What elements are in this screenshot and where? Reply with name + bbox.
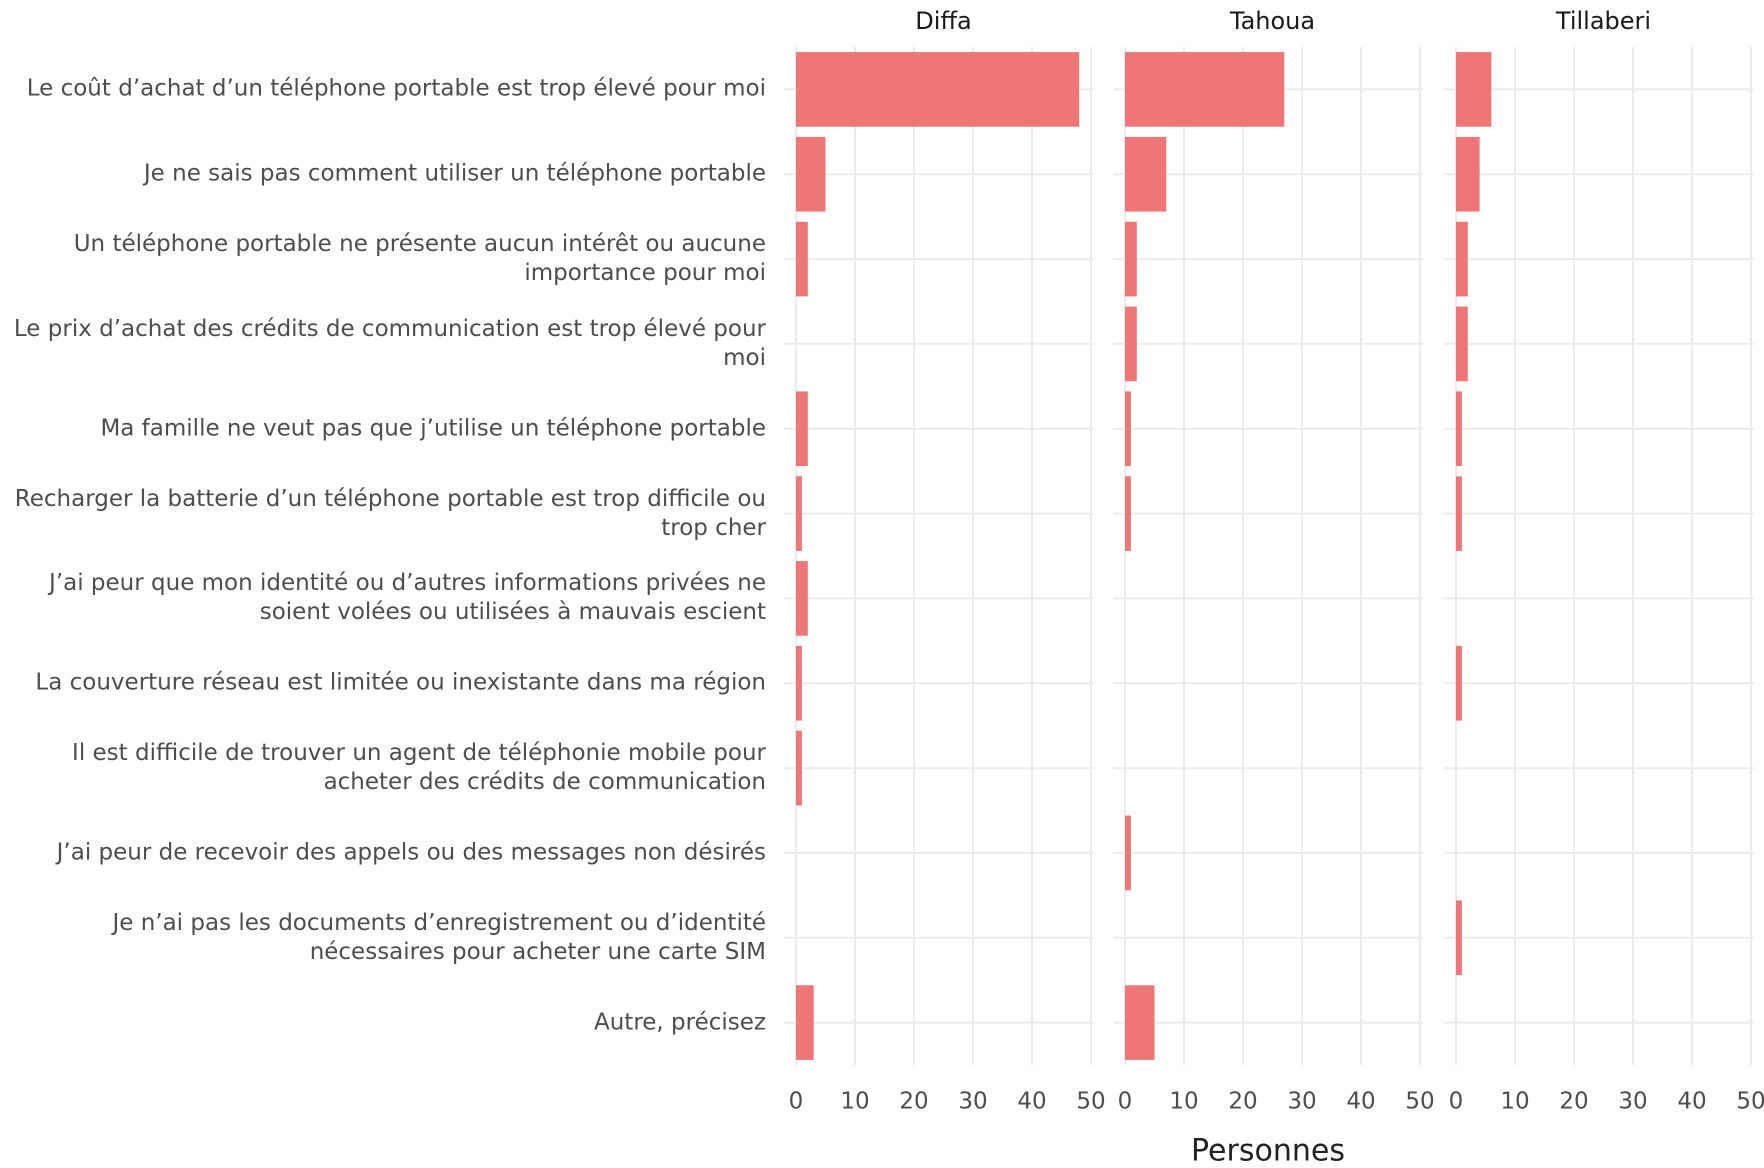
bar (1125, 136, 1167, 212)
bar (1125, 985, 1155, 1060)
category-label: Le prix d’achat des crédits de communica… (13, 315, 766, 371)
bar (1456, 306, 1468, 382)
category-label: Je ne sais pas comment utiliser un télép… (143, 160, 766, 187)
x-tick-label: 0 (789, 1089, 804, 1115)
bar (1456, 476, 1462, 551)
x-tick-label: 30 (958, 1089, 987, 1115)
x-tick-label: 0 (1118, 1089, 1133, 1115)
x-tick-label: 40 (1346, 1089, 1375, 1115)
bar (796, 391, 808, 467)
bar (1456, 136, 1480, 212)
bar (1125, 391, 1131, 467)
x-axis-label: Personnes (1191, 1134, 1345, 1168)
x-tick-label: 10 (1500, 1089, 1529, 1115)
category-label: Recharger la batterie d’un téléphone por… (14, 485, 766, 541)
bar (796, 476, 802, 551)
bar (796, 645, 802, 721)
bar (796, 985, 814, 1060)
bar (796, 136, 826, 212)
category-label: Le coût d’achat d’un téléphone portable … (26, 75, 766, 102)
x-tick-label: 10 (1169, 1089, 1198, 1115)
bar (1125, 815, 1131, 891)
bar (796, 561, 808, 636)
bar (1456, 645, 1462, 721)
x-tick-label: 50 (1736, 1089, 1764, 1115)
category-label: J’ai peur que mon identité ou d’autres i… (49, 570, 766, 626)
bar (1456, 900, 1462, 976)
x-tick-label: 50 (1405, 1089, 1434, 1115)
category-label: Je n’ai pas les documents d’enregistreme… (112, 909, 766, 965)
bar (1125, 52, 1285, 127)
category-label: Un téléphone portable ne présente aucun … (73, 231, 766, 287)
x-tick-label: 30 (1618, 1089, 1647, 1115)
category-label: Autre, précisez (594, 1009, 766, 1036)
x-tick-label: 30 (1287, 1089, 1316, 1115)
bar (1125, 221, 1137, 297)
x-tick-label: 40 (1017, 1089, 1046, 1115)
x-tick-label: 50 (1076, 1089, 1105, 1115)
category-label: Ma famille ne veut pas que j’utilise un … (100, 415, 766, 442)
category-label: J’ai peur de recevoir des appels ou des … (56, 839, 766, 866)
x-tick-label: 10 (840, 1089, 869, 1115)
bar (1456, 52, 1492, 127)
bar (1125, 306, 1137, 382)
bar (796, 52, 1080, 127)
bar (796, 221, 808, 297)
category-label: Il est difficile de trouver un agent de … (72, 740, 766, 796)
bar (1456, 221, 1468, 297)
bar (796, 730, 802, 806)
category-label: La couverture réseau est limitée ou inex… (35, 669, 766, 696)
x-tick-label: 0 (1449, 1089, 1464, 1115)
facet-title: Tahoua (1229, 7, 1315, 35)
x-tick-label: 20 (1559, 1089, 1588, 1115)
x-tick-label: 20 (899, 1089, 928, 1115)
x-tick-label: 40 (1677, 1089, 1706, 1115)
facet-title: Tillaberi (1555, 7, 1651, 35)
bar (1125, 476, 1131, 551)
facet-title: Diffa (915, 7, 971, 35)
x-tick-label: 20 (1228, 1089, 1257, 1115)
bar (1456, 391, 1462, 467)
